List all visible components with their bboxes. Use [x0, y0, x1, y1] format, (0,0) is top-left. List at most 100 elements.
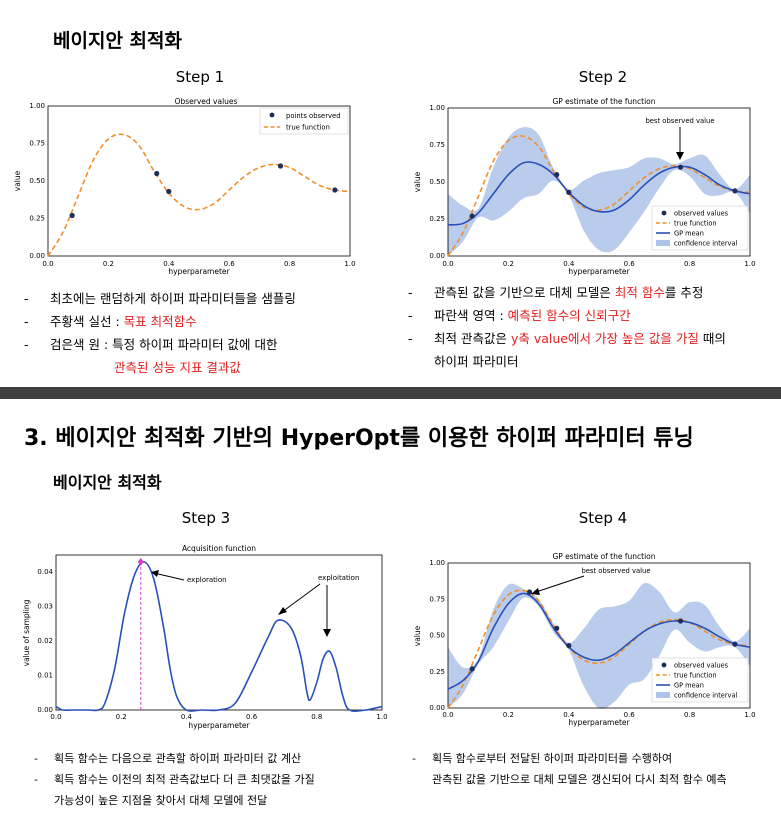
chart-step1: Observed values 0.0 0.2 0.4 0.6 0.8 1.0 … [13, 97, 356, 276]
bullet-item: - 파란색 영역 : 예측된 함수의 신뢰구간 [408, 308, 631, 323]
plot4-xlabel: hyperparameter [568, 718, 630, 727]
plot3-title: Acquisition function [182, 544, 256, 553]
slide1-left-bullets: - 최초에는 랜덤하게 하이퍼 파라미터들을 샘플링 - 주황색 실선 : 목표 최… [24, 287, 296, 379]
plot4-observed-point [732, 641, 738, 647]
plot4-ytick: 0.75 [429, 595, 445, 603]
plot1-observed-point [166, 188, 172, 195]
plot4-xtick: 0.6 [624, 711, 636, 719]
plot4-ytick: 0.00 [429, 704, 445, 712]
plot1-ytick: 1.00 [29, 102, 45, 110]
plot1-frame [47, 105, 351, 257]
plot4-data [447, 589, 751, 709]
bullet-item: - 최초에는 랜덤하게 하이퍼 파라미터들을 샘플링 [24, 291, 296, 306]
plot4-title: GP estimate of the function [552, 552, 655, 561]
plot2-ytick: 0.75 [429, 141, 445, 149]
plot4-ylabel: value [413, 625, 422, 646]
plot4-annotation: best observed value [581, 567, 650, 575]
bullet-item-cont: 가능성이 높은 지점을 찾아서 대체 모델에 전달 [54, 794, 268, 807]
plot3-ylabel: value of sampling [22, 599, 31, 666]
plot1-xtick: 0.8 [284, 260, 295, 268]
chart-step4: GP estimate of the function 0.0 0.2 0.4 … [413, 552, 756, 727]
plot3-arrowhead [278, 607, 287, 615]
plot1-xtick: 0.4 [163, 260, 175, 268]
plot1-legend-true: true function [286, 124, 330, 132]
plot2-observed-point [677, 164, 684, 170]
plot1-ylabel: value [13, 170, 22, 191]
legend-marker-observed [661, 210, 667, 216]
plot1-xlabel: hyperparameter [168, 267, 230, 276]
plot3-xlabel: hyperparameter [188, 721, 250, 730]
bullet-item: - 주황색 실선 : 목표 최적함수 [24, 314, 197, 329]
plot4-observed-point [554, 625, 560, 631]
plot1-observed-point [154, 170, 160, 177]
plot3-yticks: 0.00 0.01 0.02 0.03 0.04 [37, 568, 53, 714]
plot2-xtick: 0.0 [442, 260, 453, 268]
plot1-observed-point [332, 187, 338, 193]
plot2-xtick: 1.0 [744, 260, 755, 268]
plot4-xtick: 0.4 [563, 711, 575, 719]
plot3-arrow-exploitation-1 [281, 583, 321, 613]
plot2-ytick: 1.00 [429, 104, 445, 112]
slide-1: 베이지안 최적화 Step 1 Step 2 Observed values 0… [0, 0, 781, 387]
plot4-xtick: 1.0 [744, 711, 755, 719]
plot4-ytick: 0.25 [429, 668, 445, 676]
plot1-ytick: 0.50 [29, 177, 45, 185]
plot3-ytick: 0.03 [37, 603, 53, 611]
plot3-max-marker [137, 557, 144, 566]
plot4-yticks: 0.00 0.25 0.50 0.75 1.00 [429, 559, 445, 712]
plot1-legend: points observed true function [259, 107, 349, 135]
plot4-observed-point [469, 666, 475, 672]
plot2-legend: observed values true function GP mean co… [651, 205, 749, 251]
bullet-item: - 획득 함수는 이전의 최적 관측값보다 더 큰 최댓값을 가질 [34, 773, 315, 786]
chart-step3: Acquisition function 0.0 0.2 0.4 0.6 0.8… [22, 544, 388, 730]
plot2-confidence-area [448, 127, 750, 256]
slide-2: 3. 베이지안 최적화 기반의 HyperOpt를 이용한 하이퍼 파라미터 튜… [0, 399, 781, 832]
plot2-annotation: best observed value [645, 117, 714, 125]
plot3-arrowhead [151, 570, 159, 577]
plot3-arrow-exploration [153, 572, 185, 581]
plot4-legend: observed values true function GP mean co… [651, 657, 749, 703]
plot3-ann-exploitation: exploitation [318, 574, 359, 582]
plot1-xticks: 0.0 0.2 0.4 0.6 0.8 1.0 [42, 260, 355, 268]
plot4-true-function-line [447, 589, 751, 709]
plot1-observed-point [277, 163, 284, 169]
plot2-legend-true: true function [674, 220, 717, 228]
plot2-ylabel: value [413, 171, 422, 192]
plot3-ytick: 0.01 [37, 672, 53, 680]
plot2-observed-point [732, 188, 738, 194]
plot4-confidence-area [448, 583, 750, 709]
plot2-yticks: 0.00 0.25 0.50 0.75 1.00 [429, 104, 445, 260]
bullet-item-cont: 관측된 성능 지표 결과값 [114, 360, 241, 375]
plot1-true-function-line [47, 133, 351, 257]
plot2-xlabel: hyperparameter [568, 267, 630, 276]
plot2-gp-mean-line [447, 161, 751, 226]
step2-label: Step 2 [578, 68, 628, 86]
plot2-data [447, 135, 751, 257]
plot2-observed-point [554, 172, 560, 178]
plot1-xtick: 1.0 [344, 260, 355, 268]
slide2-right-bullets: - 획득 함수로부터 전달된 하이퍼 파라미터를 수행하여 관측된 값을 기반으로… [412, 748, 727, 790]
plot2-observed-point [566, 189, 572, 195]
plot3-acquisition-line [55, 561, 383, 712]
plot2-frame [447, 107, 751, 257]
legend-swatch-ci [656, 240, 670, 246]
plot4-xtick: 0.0 [442, 711, 453, 719]
plot4-gp-mean-line [447, 592, 751, 690]
plot2-observed-point [469, 213, 475, 219]
bullet-item: - 최적 관측값은 y축 value에서 가장 높은 값을 가질 때의 [408, 331, 726, 346]
bullet-item: - 관측된 값을 기반으로 대체 모델은 최적 함수를 추정 [408, 285, 704, 300]
bullet-item-cont: 관측된 값을 기반으로 대체 모델은 갱신되어 다시 최적 함수 예측 [432, 773, 727, 786]
plot1-data [47, 133, 351, 257]
plot4-legend-true: true function [674, 672, 717, 680]
plot2-confidence-band [448, 127, 750, 256]
plot1-ytick: 0.00 [29, 252, 45, 260]
plot1-title: Observed values [175, 97, 238, 106]
plot3-data [55, 557, 383, 712]
bullet-item: - 획득 함수는 다음으로 관측할 하이퍼 파라미터 값 계산 [34, 752, 302, 765]
slide1-title: 베이지안 최적화 [53, 30, 182, 52]
plot2-xticks: 0.0 0.2 0.4 0.6 0.8 1.0 [442, 260, 755, 268]
chart-step2: GP estimate of the function 0.0 0.2 0.4 … [413, 97, 756, 276]
slide1-right-bullets: - 관측된 값을 기반으로 대체 모델은 최적 함수를 추정 - 파란색 영역 : … [408, 281, 726, 373]
plot4-legend-gp: GP mean [674, 682, 704, 690]
bullet-item: - 획득 함수로부터 전달된 하이퍼 파라미터를 수행하여 [412, 752, 673, 765]
